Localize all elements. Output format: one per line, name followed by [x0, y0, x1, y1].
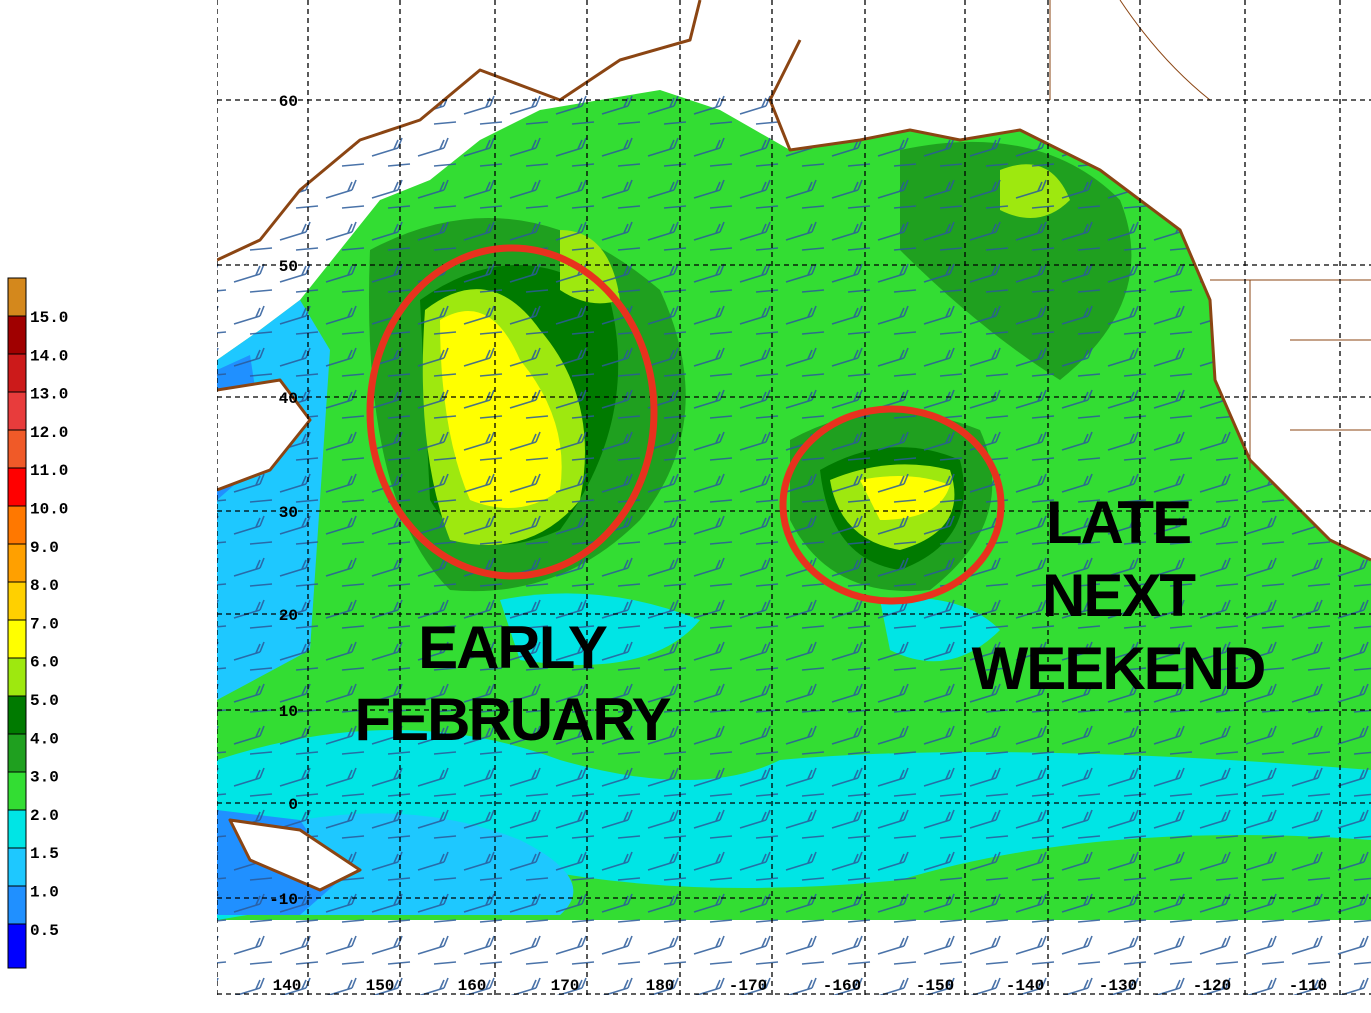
lat-label: 40 [279, 390, 298, 408]
map-labels: 60 50 40 30 20 10 0 -10 140 150 160 170 180 -170 -160 -… [269, 93, 1327, 995]
lat-label: 20 [279, 607, 298, 625]
lat-label: 0 [288, 796, 298, 814]
lat-label: 50 [279, 258, 298, 276]
lon-label: -170 [729, 977, 767, 995]
lon-label: -140 [1006, 977, 1044, 995]
graticule [217, 0, 1371, 995]
legend-label: 13.0 [30, 386, 68, 404]
legend-label: 7.0 [30, 615, 59, 633]
annotation: EARLY [418, 614, 608, 681]
lon-label: -150 [916, 977, 954, 995]
lon-label: 170 [551, 977, 580, 995]
lat-label: 30 [279, 504, 298, 522]
legend-label: 9.0 [30, 539, 59, 557]
legend-label: 3.0 [30, 769, 59, 787]
land [217, 380, 310, 490]
lon-label: -160 [823, 977, 861, 995]
land [230, 820, 360, 890]
legend-colorbar [7, 277, 27, 969]
highlight-circle [779, 405, 1005, 605]
lon-label: 140 [273, 977, 302, 995]
highlight-circle [366, 244, 658, 580]
land [217, 0, 700, 260]
map [217, 0, 1371, 995]
legend-label: 8.0 [30, 577, 59, 595]
annotation: LATE [1046, 489, 1190, 556]
lat-label: -10 [269, 891, 298, 909]
legend-label: 1.5 [30, 845, 59, 863]
legend-label: 10.0 [30, 501, 68, 519]
legend-label: 6.0 [30, 654, 59, 672]
legend-label: 1.0 [30, 884, 59, 902]
land [760, 0, 1371, 560]
annotation: WEEKEND [972, 635, 1265, 702]
legend-label: 14.0 [30, 347, 68, 365]
legend-label: 2.0 [30, 807, 59, 825]
lat-label: 60 [279, 93, 298, 111]
legend-label: 0.5 [30, 922, 59, 940]
lon-label: 180 [646, 977, 675, 995]
coastline [217, 0, 702, 262]
annotation: FEBRUARY [354, 686, 671, 753]
lon-label: -130 [1099, 977, 1137, 995]
lon-label: 160 [458, 977, 487, 995]
lat-label: 10 [279, 703, 298, 721]
legend-labels: 15.0 14.0 13.0 12.0 11.0 10.0 9.0 8.0 7.0 6.0 5.0 4… [30, 309, 68, 940]
legend-label: 15.0 [30, 309, 68, 327]
lon-label: -120 [1193, 977, 1231, 995]
legend-label: 11.0 [30, 462, 68, 480]
coastline [768, 39, 1371, 562]
coastline [217, 378, 312, 492]
lon-label: -110 [1289, 977, 1327, 995]
legend-label: 12.0 [30, 424, 68, 442]
border [1049, 0, 1371, 470]
annotation: NEXT [1042, 562, 1195, 629]
legend-label: 4.0 [30, 730, 59, 748]
coastline [228, 818, 362, 892]
legend-label: 5.0 [30, 692, 59, 710]
lon-label: 150 [366, 977, 395, 995]
